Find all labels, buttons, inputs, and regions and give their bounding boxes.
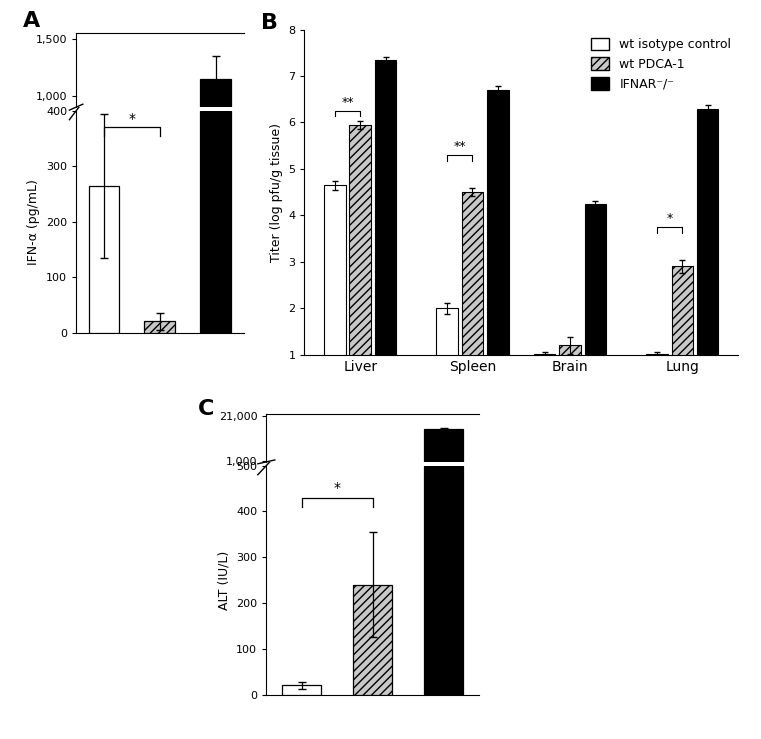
Text: **: ** [454, 140, 466, 153]
Text: **: ** [341, 96, 354, 109]
Bar [584, 204, 607, 355]
Bar [375, 60, 396, 355]
Bar [559, 345, 581, 355]
Bar [200, 79, 231, 209]
Bar [462, 192, 483, 355]
Bar [672, 267, 693, 355]
Bar [145, 321, 175, 333]
Bar [436, 308, 458, 355]
Bar [646, 354, 667, 355]
Text: A: A [23, 11, 40, 31]
Bar [324, 185, 345, 355]
Text: C: C [198, 399, 215, 420]
Text: *: * [334, 481, 341, 495]
Bar [425, 429, 463, 463]
Bar [349, 125, 371, 355]
Bar [353, 585, 393, 695]
Y-axis label: ALT (IU/L): ALT (IU/L) [218, 551, 231, 610]
Y-axis label: IFN-α (pg/mL): IFN-α (pg/mL) [27, 179, 40, 265]
Bar [89, 185, 119, 333]
Bar [282, 686, 321, 695]
Bar [534, 354, 556, 355]
Y-axis label: Titer (log pfu/g tissue): Titer (log pfu/g tissue) [269, 123, 282, 262]
Text: *: * [667, 212, 673, 225]
Legend: wt isotype control, wt PDCA-1, IFNAR⁻/⁻: wt isotype control, wt PDCA-1, IFNAR⁻/⁻ [585, 33, 736, 96]
Text: *: * [129, 112, 135, 126]
Text: B: B [261, 13, 278, 33]
Bar [200, 111, 231, 333]
Bar [487, 90, 508, 355]
Bar [425, 466, 463, 695]
Bar [697, 109, 718, 355]
